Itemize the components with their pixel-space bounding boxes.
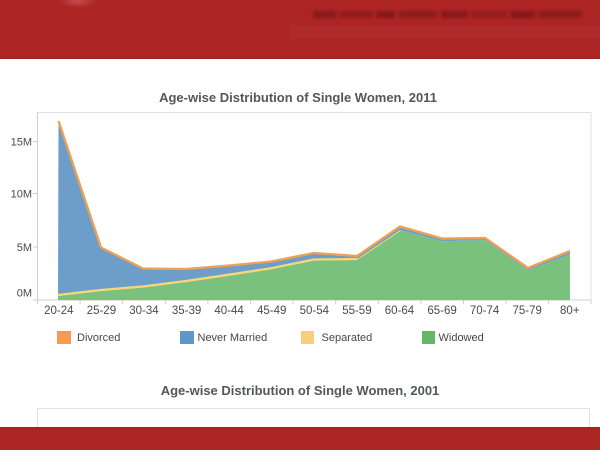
svg-text:55-59: 55-59 [342, 305, 371, 317]
svg-text:25-29: 25-29 [87, 305, 116, 317]
svg-text:40-44: 40-44 [214, 305, 244, 317]
svg-text:45-49: 45-49 [257, 305, 286, 317]
svg-text:75-79: 75-79 [512, 305, 541, 317]
svg-text:15M: 15M [11, 137, 32, 149]
svg-text:30-34: 30-34 [129, 305, 159, 317]
svg-text:0M: 0M [17, 288, 32, 300]
svg-text:50-54: 50-54 [300, 305, 330, 317]
svg-text:60-64: 60-64 [385, 305, 415, 317]
svg-text:35-39: 35-39 [172, 305, 201, 317]
svg-text:80+: 80+ [560, 305, 580, 317]
svg-text:5M: 5M [17, 242, 32, 254]
svg-text:65-69: 65-69 [427, 305, 456, 317]
svg-text:70-74: 70-74 [470, 305, 500, 317]
svg-text:10M: 10M [11, 189, 32, 201]
svg-text:20-24: 20-24 [44, 305, 74, 317]
